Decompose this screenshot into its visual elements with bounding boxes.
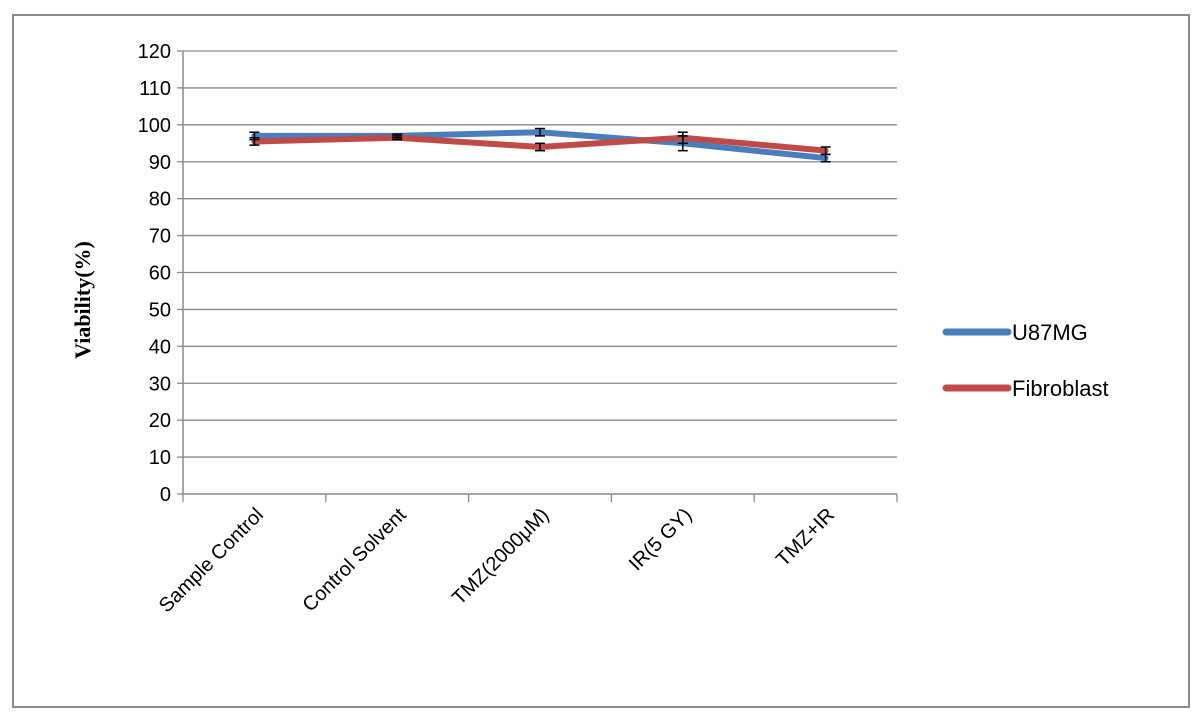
y-tick-label: 70: [149, 226, 171, 248]
legend-label-u87mg: U87MG: [1012, 320, 1088, 345]
y-tick-label: 40: [149, 336, 171, 358]
x-tick-label: IR(5 GY): [625, 504, 696, 575]
y-tick-label: 10: [149, 447, 171, 469]
legend-label-fibroblast: Fibroblast: [1012, 376, 1109, 401]
x-tick-label: TMZ(2000μM): [448, 504, 553, 609]
axes: [177, 50, 898, 502]
y-tick-label: 110: [139, 78, 171, 100]
error-bar: [392, 135, 403, 141]
x-tick-labels: Sample Control Control Solvent TMZ(2000μM)…: [155, 504, 839, 617]
error-bar: [535, 127, 545, 137]
y-tick-label: 50: [149, 299, 171, 321]
x-tick-label: Control Solvent: [298, 504, 411, 617]
y-tick-label: 0: [160, 484, 171, 506]
y-axis-label: Viability(%): [70, 241, 95, 359]
chart-frame: [12, 14, 1190, 708]
x-tick-label: Sample Control: [155, 504, 268, 617]
error-bar: [249, 137, 260, 146]
y-tick-label: 20: [149, 410, 171, 432]
y-tick-label: 30: [149, 373, 171, 395]
error-bar: [535, 142, 545, 152]
x-tick-label: TMZ+IR: [772, 504, 839, 571]
y-tick-label: 80: [149, 189, 171, 211]
y-tick-label: 120: [138, 41, 171, 63]
y-tick-labels: 0 10 20 30 40 50 60 70 80 90 100 110 120: [138, 41, 171, 506]
error-bar: [677, 131, 688, 145]
plot-area: [249, 127, 831, 163]
gridlines: [183, 50, 897, 458]
y-tick-label: 60: [149, 263, 171, 285]
y-tick-label: 100: [138, 115, 171, 137]
error-bar: [820, 146, 831, 156]
legend: U87MG Fibroblast: [942, 320, 1109, 401]
y-tick-label: 90: [149, 152, 171, 174]
